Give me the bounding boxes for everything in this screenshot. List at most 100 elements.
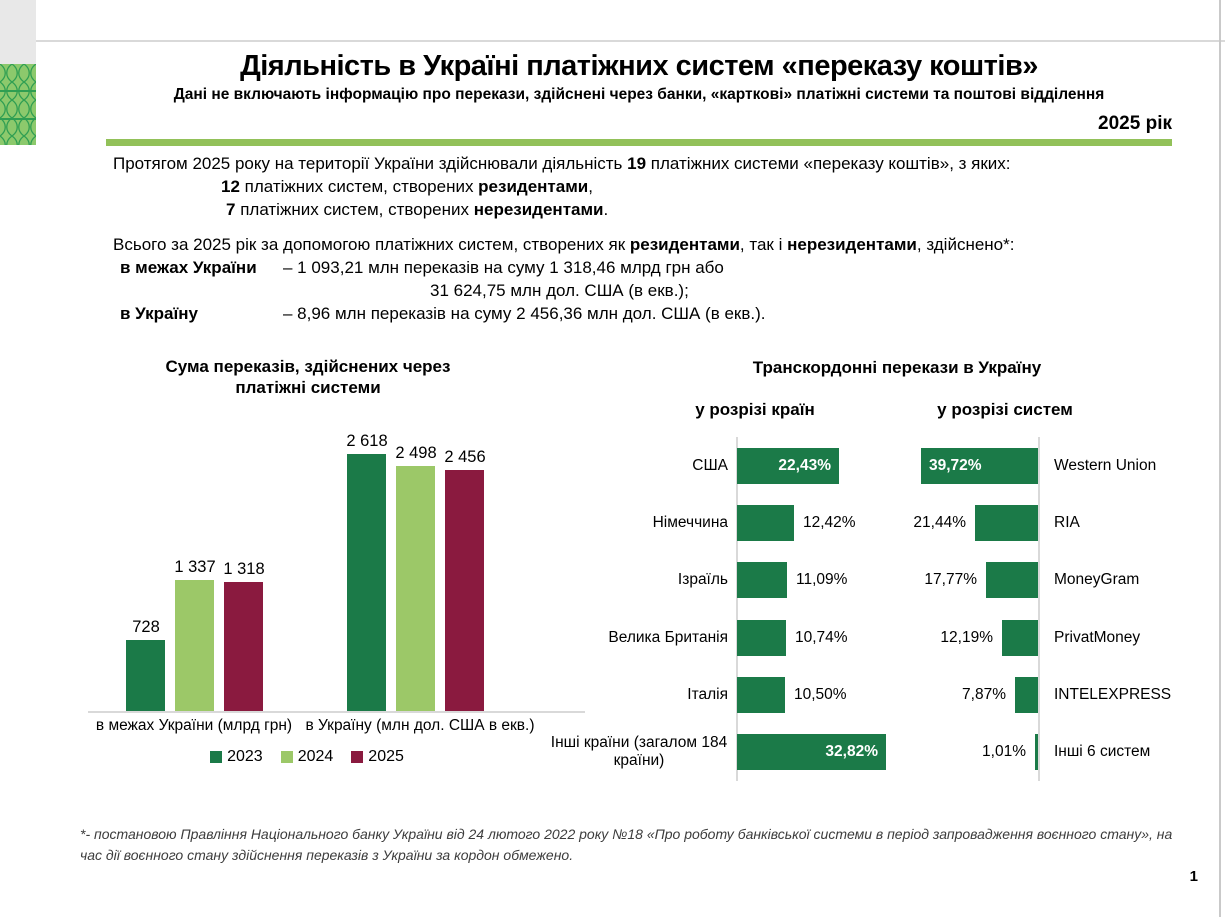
system-bar-value-1: 21,44% [913, 513, 966, 531]
system-bar-0: 39,72% [921, 447, 1038, 484]
system-bar-1 [975, 504, 1038, 541]
system-bar-4 [1015, 676, 1038, 713]
system-label-4: INTELEXPRESS [1054, 685, 1172, 703]
country-bar-4 [737, 676, 785, 713]
totals-row-inbound-label: в Україну [120, 304, 198, 323]
intro-line-3-bold: нерезидентами [473, 200, 604, 219]
column-bar-value-2024-1: 2 498 [395, 444, 437, 462]
country-label-2: Ізраїль [677, 571, 728, 589]
column-bar-2023-1 [347, 454, 386, 711]
system-bar-value-2: 17,77% [924, 571, 977, 589]
system-bar-value-4: 7,87% [962, 685, 1006, 703]
column-bar-value-2025-0: 1 318 [223, 560, 265, 578]
country-label-4: Італія [687, 685, 728, 703]
column-bar-value-2025-1: 2 456 [444, 448, 486, 466]
country-bar-5: 32,82% [737, 734, 886, 771]
system-label-0: Western Union [1054, 456, 1157, 474]
column-bar-2024-1 [396, 466, 435, 711]
country-bar-row-5: 32,82% [737, 724, 967, 781]
country-label-row-2: Ізраїль [550, 552, 728, 609]
intro-line-2-text: платіжних систем, створених [239, 177, 479, 196]
country-bar-value-3: 10,74% [795, 628, 848, 646]
system-label-1: RIA [1054, 513, 1080, 531]
country-bar-0: 22,43% [737, 447, 839, 484]
system-bar-value-5: 1,01% [982, 743, 1026, 761]
totals-heading-b: резидентами [629, 235, 740, 254]
column-bar-value-2024-0: 1 337 [174, 558, 216, 576]
column-bar-value-2023-1: 2 618 [346, 432, 388, 450]
country-label-row-3: Велика Британія [550, 609, 728, 666]
legend-swatch-2024 [280, 751, 293, 763]
country-bar-row-4: 10,50% [737, 666, 967, 723]
column-bar-2025-1 [445, 470, 484, 711]
countries-panel-subtitle: у розрізі країн [695, 400, 815, 419]
country-bar-value-5: 32,82% [825, 743, 878, 761]
column-chart-legend: 2023 2024 2025 [107, 748, 507, 766]
country-label-row-5: Інші країни (загалом 184 країни) [550, 724, 728, 781]
totals-row-domestic-usd: 31 624,75 млн дол. США (в екв.); [430, 281, 689, 300]
green-divider-rule [106, 139, 1172, 146]
systems-labels-column: Western Union RIA MoneyGram PrivatMoney INTE… [1054, 437, 1224, 781]
page-subtitle: Дані не включають інформацію про переказ… [173, 86, 1105, 103]
system-bar-3 [1002, 619, 1038, 656]
country-label-0: США [692, 456, 728, 474]
country-bar-row-3: 10,74% [737, 609, 967, 666]
system-label-row-0: Western Union [1054, 437, 1224, 494]
legend-label-2025: 2025 [368, 748, 404, 765]
legend-swatch-2023 [210, 751, 223, 763]
intro-line-3-text: платіжних систем, створених [235, 200, 474, 219]
legend-item-2023: 2023 [210, 748, 263, 766]
legend-swatch-2025 [351, 751, 364, 763]
intro-line-2: 12 платіжних систем, створених резидента… [221, 176, 1121, 198]
totals-heading: Всього за 2025 рік за допомогою платіжни… [113, 234, 1193, 256]
intro-line-1-text: Протягом 2025 року на території України … [113, 154, 628, 173]
country-bar-3 [737, 619, 786, 656]
system-bar-value-0: 39,72% [929, 456, 982, 474]
systems-axis-line [1038, 437, 1040, 781]
country-bar-value-2: 11,09% [796, 571, 848, 589]
country-label-1: Німеччина [652, 513, 728, 531]
legend-label-2023: 2023 [227, 748, 263, 765]
intro-line-2-tail: , [588, 177, 593, 196]
intro-line-1-count: 19 [627, 154, 647, 173]
country-bar-1 [737, 504, 794, 541]
totals-heading-d: нерезидентами [787, 235, 917, 254]
country-label-row-0: США [550, 437, 728, 494]
green-lattice-pattern [0, 64, 36, 145]
totals-row-domestic-label: в межах України [120, 258, 257, 277]
country-bar-value-1: 12,42% [803, 513, 856, 531]
totals-row-domestic: в межах України – 1 093,21 млн переказів … [120, 257, 1120, 279]
country-label-3: Велика Британія [608, 628, 728, 646]
legend-item-2024: 2024 [280, 748, 334, 766]
system-label-row-1: RIA [1054, 494, 1224, 551]
totals-heading-e: , здійснено*: [916, 235, 1015, 254]
footnote: *- постановою Правління Національного ба… [80, 826, 1173, 863]
legend-label-2024: 2024 [297, 748, 334, 765]
country-label-row-4: Італія [550, 666, 728, 723]
system-label-row-4: INTELEXPRESS [1054, 666, 1224, 723]
system-bar-2 [986, 562, 1038, 599]
system-bar-row-0: 39,72% [829, 437, 1038, 494]
page-top-border [36, 40, 1225, 42]
country-label-5: Інші країни (загалом 184 країни) [550, 734, 728, 770]
totals-row-inbound: в Україну – 8,96 млн переказів на суму 2 … [120, 303, 1120, 325]
system-bar-row-5: 1,01% [829, 724, 1038, 781]
country-bar-2 [737, 562, 787, 599]
column-chart-plot: 728 2 618 1 337 2 498 1 318 2 456 [88, 430, 588, 711]
system-label-row-3: PrivatMoney [1054, 609, 1224, 666]
column-chart-axis [88, 711, 585, 713]
column-bar-value-2023-0: 728 [132, 618, 160, 636]
column-chart-category-inbound: в Україну (млн дол. США в екв.) [305, 717, 535, 734]
legend-item-2025: 2025 [351, 748, 404, 766]
column-chart-title: Сума переказів, здійснених через платіжн… [165, 357, 451, 397]
system-bar-row-1: 21,44% [829, 494, 1038, 551]
systems-bars-column: 39,72% 21,44% 17,77% 12,19% 7,87% 1,01% [829, 437, 1038, 781]
country-bar-row-0: 22,43% [737, 437, 967, 494]
system-bar-5 [1035, 734, 1038, 771]
page-right-border [1219, 0, 1221, 917]
totals-heading-c: , так і [739, 235, 788, 254]
intro-line-3: 7 платіжних систем, створених нерезидент… [226, 199, 1126, 221]
system-bar-row-2: 17,77% [829, 552, 1038, 609]
year-label: 2025 рік [1098, 113, 1172, 134]
corner-pattern-block [0, 64, 36, 145]
